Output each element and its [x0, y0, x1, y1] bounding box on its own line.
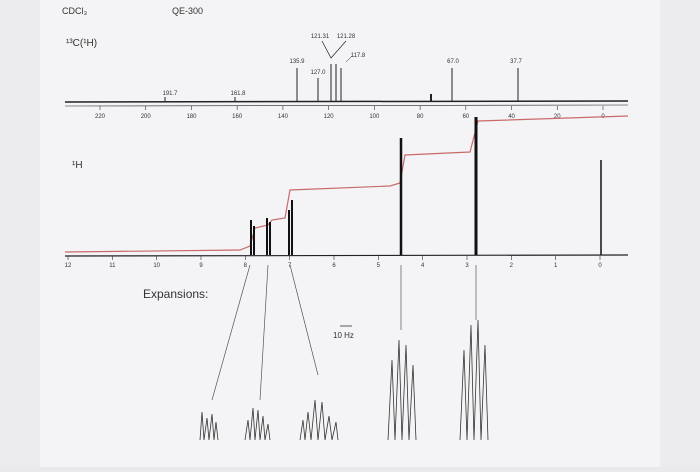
proton-tick-label: 2 [510, 263, 514, 269]
expansion-multiplets [199, 319, 489, 441]
carbon-peak-label: 37.7 [510, 59, 522, 65]
carbon-tick-label: 220 [95, 114, 106, 120]
carbon-peak-label: 191.7 [162, 91, 178, 97]
carbon-tick-label: 180 [186, 114, 197, 120]
proton-tick-label: 9 [199, 263, 203, 269]
carbon-tick-label: 100 [369, 114, 380, 120]
carbon-axis: 220 200 180 160 140 120 100 80 60 40 20 0 [95, 106, 605, 120]
solvent: CDCl₃ [62, 6, 87, 16]
carbon-tick-label: 60 [462, 114, 469, 120]
carbon-peak-label: 117.8 [351, 53, 366, 59]
carbon-tick-label: 160 [232, 114, 243, 120]
carbon-peak-label: 67.0 [447, 59, 459, 65]
carbon-tick-label: 80 [417, 114, 424, 120]
proton-tick-label: 0 [598, 263, 602, 269]
expansion-guides [211, 264, 477, 401]
carbon-peak-label: 135.9 [289, 59, 305, 65]
carbon-tick-label: 120 [324, 114, 335, 120]
proton-tick-label: 12 [65, 263, 72, 269]
proton-tick-label: 1 [554, 263, 558, 269]
carbon-tick-label: 140 [278, 114, 289, 120]
proton-label: ¹H [72, 160, 83, 171]
proton-tick-label: 5 [377, 263, 381, 269]
scale-label: 10 Hz [333, 331, 354, 340]
carbon-peak-label: 121.28 [337, 34, 356, 40]
carbon-peak-label: 161.8 [230, 91, 246, 97]
paper-sheet [40, 0, 660, 467]
carbon-tick-label: 200 [141, 114, 152, 120]
carbon-label: ¹³C(¹H) [66, 38, 97, 49]
carbon-spectrum [64, 40, 629, 107]
proton-tick-label: 11 [109, 263, 116, 269]
proton-axis: 12 11 10 9 8 7 6 5 4 3 2 1 0 [65, 256, 602, 269]
expansions-label: Expansions: [143, 287, 208, 301]
proton-tick-label: 3 [465, 263, 469, 269]
carbon-peak-label: 127.0 [310, 70, 326, 76]
proton-tick-label: 8 [244, 263, 248, 269]
proton-tick-label: 10 [153, 263, 160, 269]
instrument: QE-300 [172, 6, 203, 16]
proton-tick-label: 4 [421, 263, 425, 269]
carbon-peak-labels: 191.7 161.8 135.9 127.0 121.31 121.28 117.8 67.… [162, 34, 522, 97]
carbon-tick-label: 40 [508, 114, 515, 120]
carbon-tick-label: 20 [554, 114, 561, 120]
proton-spectrum [64, 115, 629, 257]
carbon-peak-label: 121.31 [311, 34, 330, 40]
proton-tick-label: 6 [332, 263, 336, 269]
